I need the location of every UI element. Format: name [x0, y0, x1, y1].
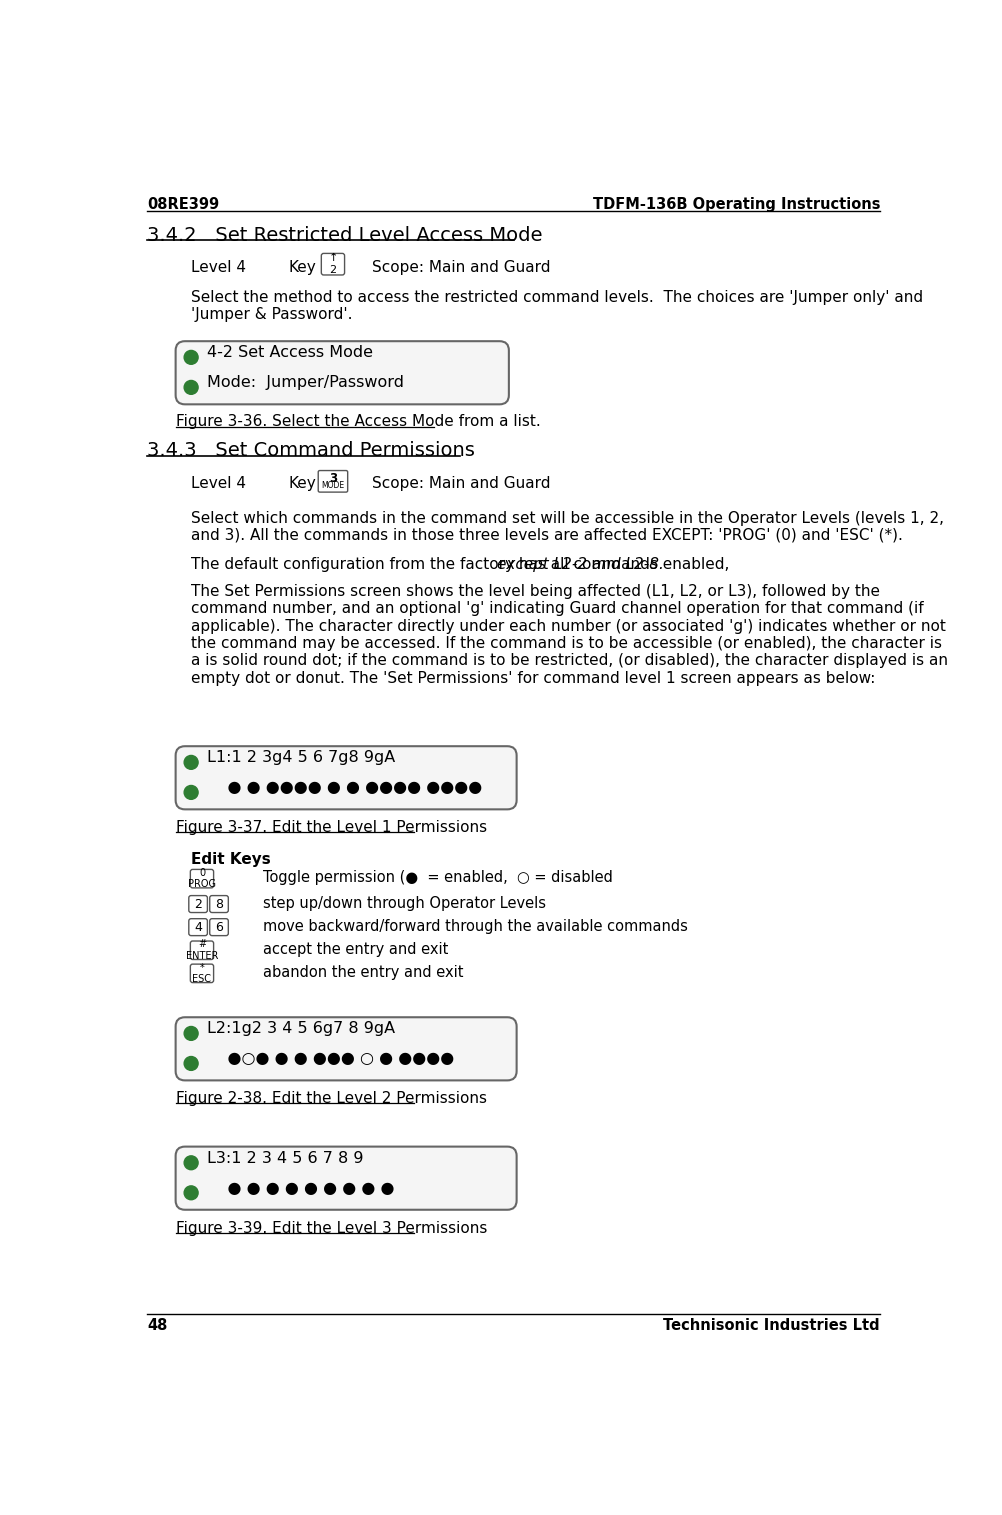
- FancyBboxPatch shape: [190, 964, 213, 983]
- FancyBboxPatch shape: [209, 895, 228, 912]
- Text: 08RE399: 08RE399: [147, 197, 219, 212]
- Text: 3.4.2   Set Restricted Level Access Mode: 3.4.2 Set Restricted Level Access Mode: [147, 226, 542, 245]
- Text: Figure 3-39. Edit the Level 3 Permissions: Figure 3-39. Edit the Level 3 Permission…: [175, 1221, 487, 1236]
- Text: MODE: MODE: [322, 480, 345, 489]
- Text: 2: 2: [194, 897, 202, 911]
- Text: Level 4: Level 4: [191, 476, 246, 491]
- Text: abandon the entry and exit: abandon the entry and exit: [264, 965, 464, 980]
- Text: Key: Key: [288, 476, 316, 491]
- Circle shape: [184, 1156, 198, 1170]
- Text: 3.4.3   Set Command Permissions: 3.4.3 Set Command Permissions: [147, 441, 475, 461]
- Text: Technisonic Industries Ltd: Technisonic Industries Ltd: [663, 1318, 880, 1333]
- Circle shape: [184, 1056, 198, 1071]
- Text: The default configuration from the factory has all commands enabled,: The default configuration from the facto…: [191, 558, 734, 571]
- FancyBboxPatch shape: [209, 918, 228, 936]
- Text: Key: Key: [288, 261, 316, 276]
- Text: ↑
2: ↑ 2: [329, 253, 338, 276]
- Circle shape: [184, 785, 198, 800]
- Text: Figure 3-36. Select the Access Mode from a list.: Figure 3-36. Select the Access Mode from…: [175, 414, 540, 429]
- Text: Figure 3-37. Edit the Level 1 Permissions: Figure 3-37. Edit the Level 1 Permission…: [175, 820, 487, 835]
- Text: 3: 3: [329, 471, 337, 485]
- Text: #
ENTER: # ENTER: [185, 939, 218, 961]
- FancyBboxPatch shape: [188, 895, 207, 912]
- Text: Mode:  Jumper/Password: Mode: Jumper/Password: [206, 376, 404, 391]
- Text: Edit Keys: Edit Keys: [191, 851, 271, 867]
- Text: Scope: Main and Guard: Scope: Main and Guard: [372, 476, 550, 491]
- FancyBboxPatch shape: [190, 870, 213, 888]
- Text: Toggle permission (●  = enabled,  ○ = disabled: Toggle permission (● = enabled, ○ = disa…: [264, 871, 613, 885]
- Text: Select the method to access the restricted command levels.  The choices are 'Jum: Select the method to access the restrict…: [191, 289, 923, 323]
- Text: 8: 8: [215, 897, 223, 911]
- Text: Level 4: Level 4: [191, 261, 246, 276]
- Text: *
ESC: * ESC: [192, 962, 211, 985]
- Text: L3:1 2 3 4 5 6 7 8 9: L3:1 2 3 4 5 6 7 8 9: [206, 1151, 363, 1165]
- Text: 4: 4: [194, 921, 202, 933]
- Text: ●○● ● ● ●●● ○ ● ●●●●: ●○● ● ● ●●● ○ ● ●●●●: [206, 1051, 454, 1067]
- Text: Select which commands in the command set will be accessible in the Operator Leve: Select which commands in the command set…: [191, 511, 944, 542]
- Circle shape: [184, 756, 198, 770]
- Text: move backward/forward through the available commands: move backward/forward through the availa…: [264, 920, 688, 933]
- Text: 0
PROG: 0 PROG: [188, 868, 216, 889]
- FancyBboxPatch shape: [188, 918, 207, 936]
- Circle shape: [184, 350, 198, 364]
- FancyBboxPatch shape: [175, 747, 517, 809]
- Text: L2:1g2 3 4 5 6g7 8 9gA: L2:1g2 3 4 5 6g7 8 9gA: [206, 1021, 395, 1036]
- Circle shape: [184, 380, 198, 394]
- Text: L1:1 2 3g4 5 6 7g8 9gA: L1:1 2 3g4 5 6 7g8 9gA: [206, 750, 395, 765]
- Text: ● ● ● ● ● ● ● ● ●: ● ● ● ● ● ● ● ● ●: [206, 1180, 394, 1195]
- Text: 4-2 Set Access Mode: 4-2 Set Access Mode: [206, 345, 373, 361]
- Circle shape: [184, 1027, 198, 1041]
- FancyBboxPatch shape: [175, 1147, 517, 1210]
- Text: 48: 48: [147, 1318, 167, 1333]
- Text: except L2-2 and L2-8.: except L2-2 and L2-8.: [497, 558, 664, 571]
- Text: Scope: Main and Guard: Scope: Main and Guard: [372, 261, 550, 276]
- Text: ● ● ●●●● ● ● ●●●● ●●●●: ● ● ●●●● ● ● ●●●● ●●●●: [206, 780, 482, 795]
- FancyBboxPatch shape: [322, 253, 345, 274]
- FancyBboxPatch shape: [175, 1017, 517, 1080]
- FancyBboxPatch shape: [319, 471, 348, 492]
- Text: The Set Permissions screen shows the level being affected (L1, L2, or L3), follo: The Set Permissions screen shows the lev…: [191, 583, 948, 686]
- Text: step up/down through Operator Levels: step up/down through Operator Levels: [264, 895, 546, 911]
- Circle shape: [184, 1186, 198, 1200]
- Text: accept the entry and exit: accept the entry and exit: [264, 942, 449, 957]
- Text: TDFM-136B Operating Instructions: TDFM-136B Operating Instructions: [592, 197, 880, 212]
- Text: 6: 6: [215, 921, 223, 933]
- FancyBboxPatch shape: [190, 941, 213, 959]
- FancyBboxPatch shape: [175, 341, 509, 405]
- Text: Figure 2-38. Edit the Level 2 Permissions: Figure 2-38. Edit the Level 2 Permission…: [175, 1091, 487, 1106]
